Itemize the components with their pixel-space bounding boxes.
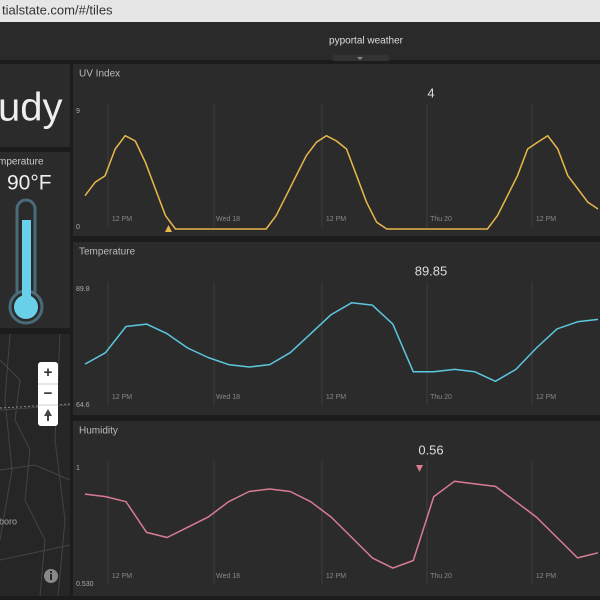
humidity-marker: [416, 465, 423, 472]
x-tick-label: 12 PM: [112, 216, 132, 223]
y-tick-label: 0: [76, 224, 80, 231]
current-value: 89.85: [415, 263, 448, 278]
dashboard-title: pyportal weather: [329, 36, 404, 47]
uv-marker: [165, 225, 172, 232]
series-line: [84, 480, 599, 569]
x-tick-label: 12 PM: [536, 573, 556, 580]
y-tick-label: 89.8: [76, 286, 90, 293]
x-tick-label: 12 PM: [112, 573, 132, 580]
temperature-chart-tile: [73, 242, 600, 415]
y-tick-label: 0.530: [76, 581, 94, 588]
uv-tile: [73, 64, 600, 236]
x-tick-label: 12 PM: [326, 216, 346, 223]
chart-title: Temperature: [79, 247, 136, 258]
series-line: [84, 301, 599, 383]
map-place: boro: [0, 516, 17, 526]
url[interactable]: tialstate.com/#/tiles: [2, 2, 113, 17]
x-tick-label: Wed 18: [216, 394, 240, 401]
x-tick-label: 12 PM: [536, 216, 556, 223]
x-tick-label: 12 PM: [536, 394, 556, 401]
x-tick-label: 12 PM: [326, 394, 346, 401]
x-tick-label: Wed 18: [216, 573, 240, 580]
thermometer: [8, 198, 44, 325]
zoom-in[interactable]: +: [44, 364, 53, 381]
x-tick-label: Wed 18: [216, 216, 240, 223]
current-value: 4: [427, 85, 434, 100]
x-tick-label: Thu 20: [430, 573, 452, 580]
weather-tile: [0, 64, 70, 147]
x-tick-label: 12 PM: [326, 573, 346, 580]
weather-text: udy: [0, 86, 63, 130]
x-tick-label: 12 PM: [112, 394, 132, 401]
url-bar: [0, 0, 600, 22]
tab-arrow: [357, 57, 363, 60]
x-tick-label: Thu 20: [430, 216, 452, 223]
header: [0, 22, 600, 60]
y-tick-label: 1: [76, 465, 80, 472]
current-value: 0.56: [418, 442, 443, 457]
temperature-value: 90°F: [7, 172, 52, 195]
info-glyph: [50, 571, 52, 580]
chart-title: Humidity: [79, 426, 118, 437]
series-line: [84, 134, 599, 230]
zoom-out[interactable]: −: [44, 385, 53, 402]
reset-north[interactable]: [44, 409, 52, 421]
chart-title: UV Index: [79, 69, 120, 80]
map-controls: [38, 362, 58, 426]
temperature-label: mperature: [0, 157, 44, 168]
y-tick-label: 9: [76, 108, 80, 115]
y-tick-label: 64.6: [76, 402, 90, 409]
x-tick-label: Thu 20: [430, 394, 452, 401]
humidity-tile: [73, 421, 600, 596]
